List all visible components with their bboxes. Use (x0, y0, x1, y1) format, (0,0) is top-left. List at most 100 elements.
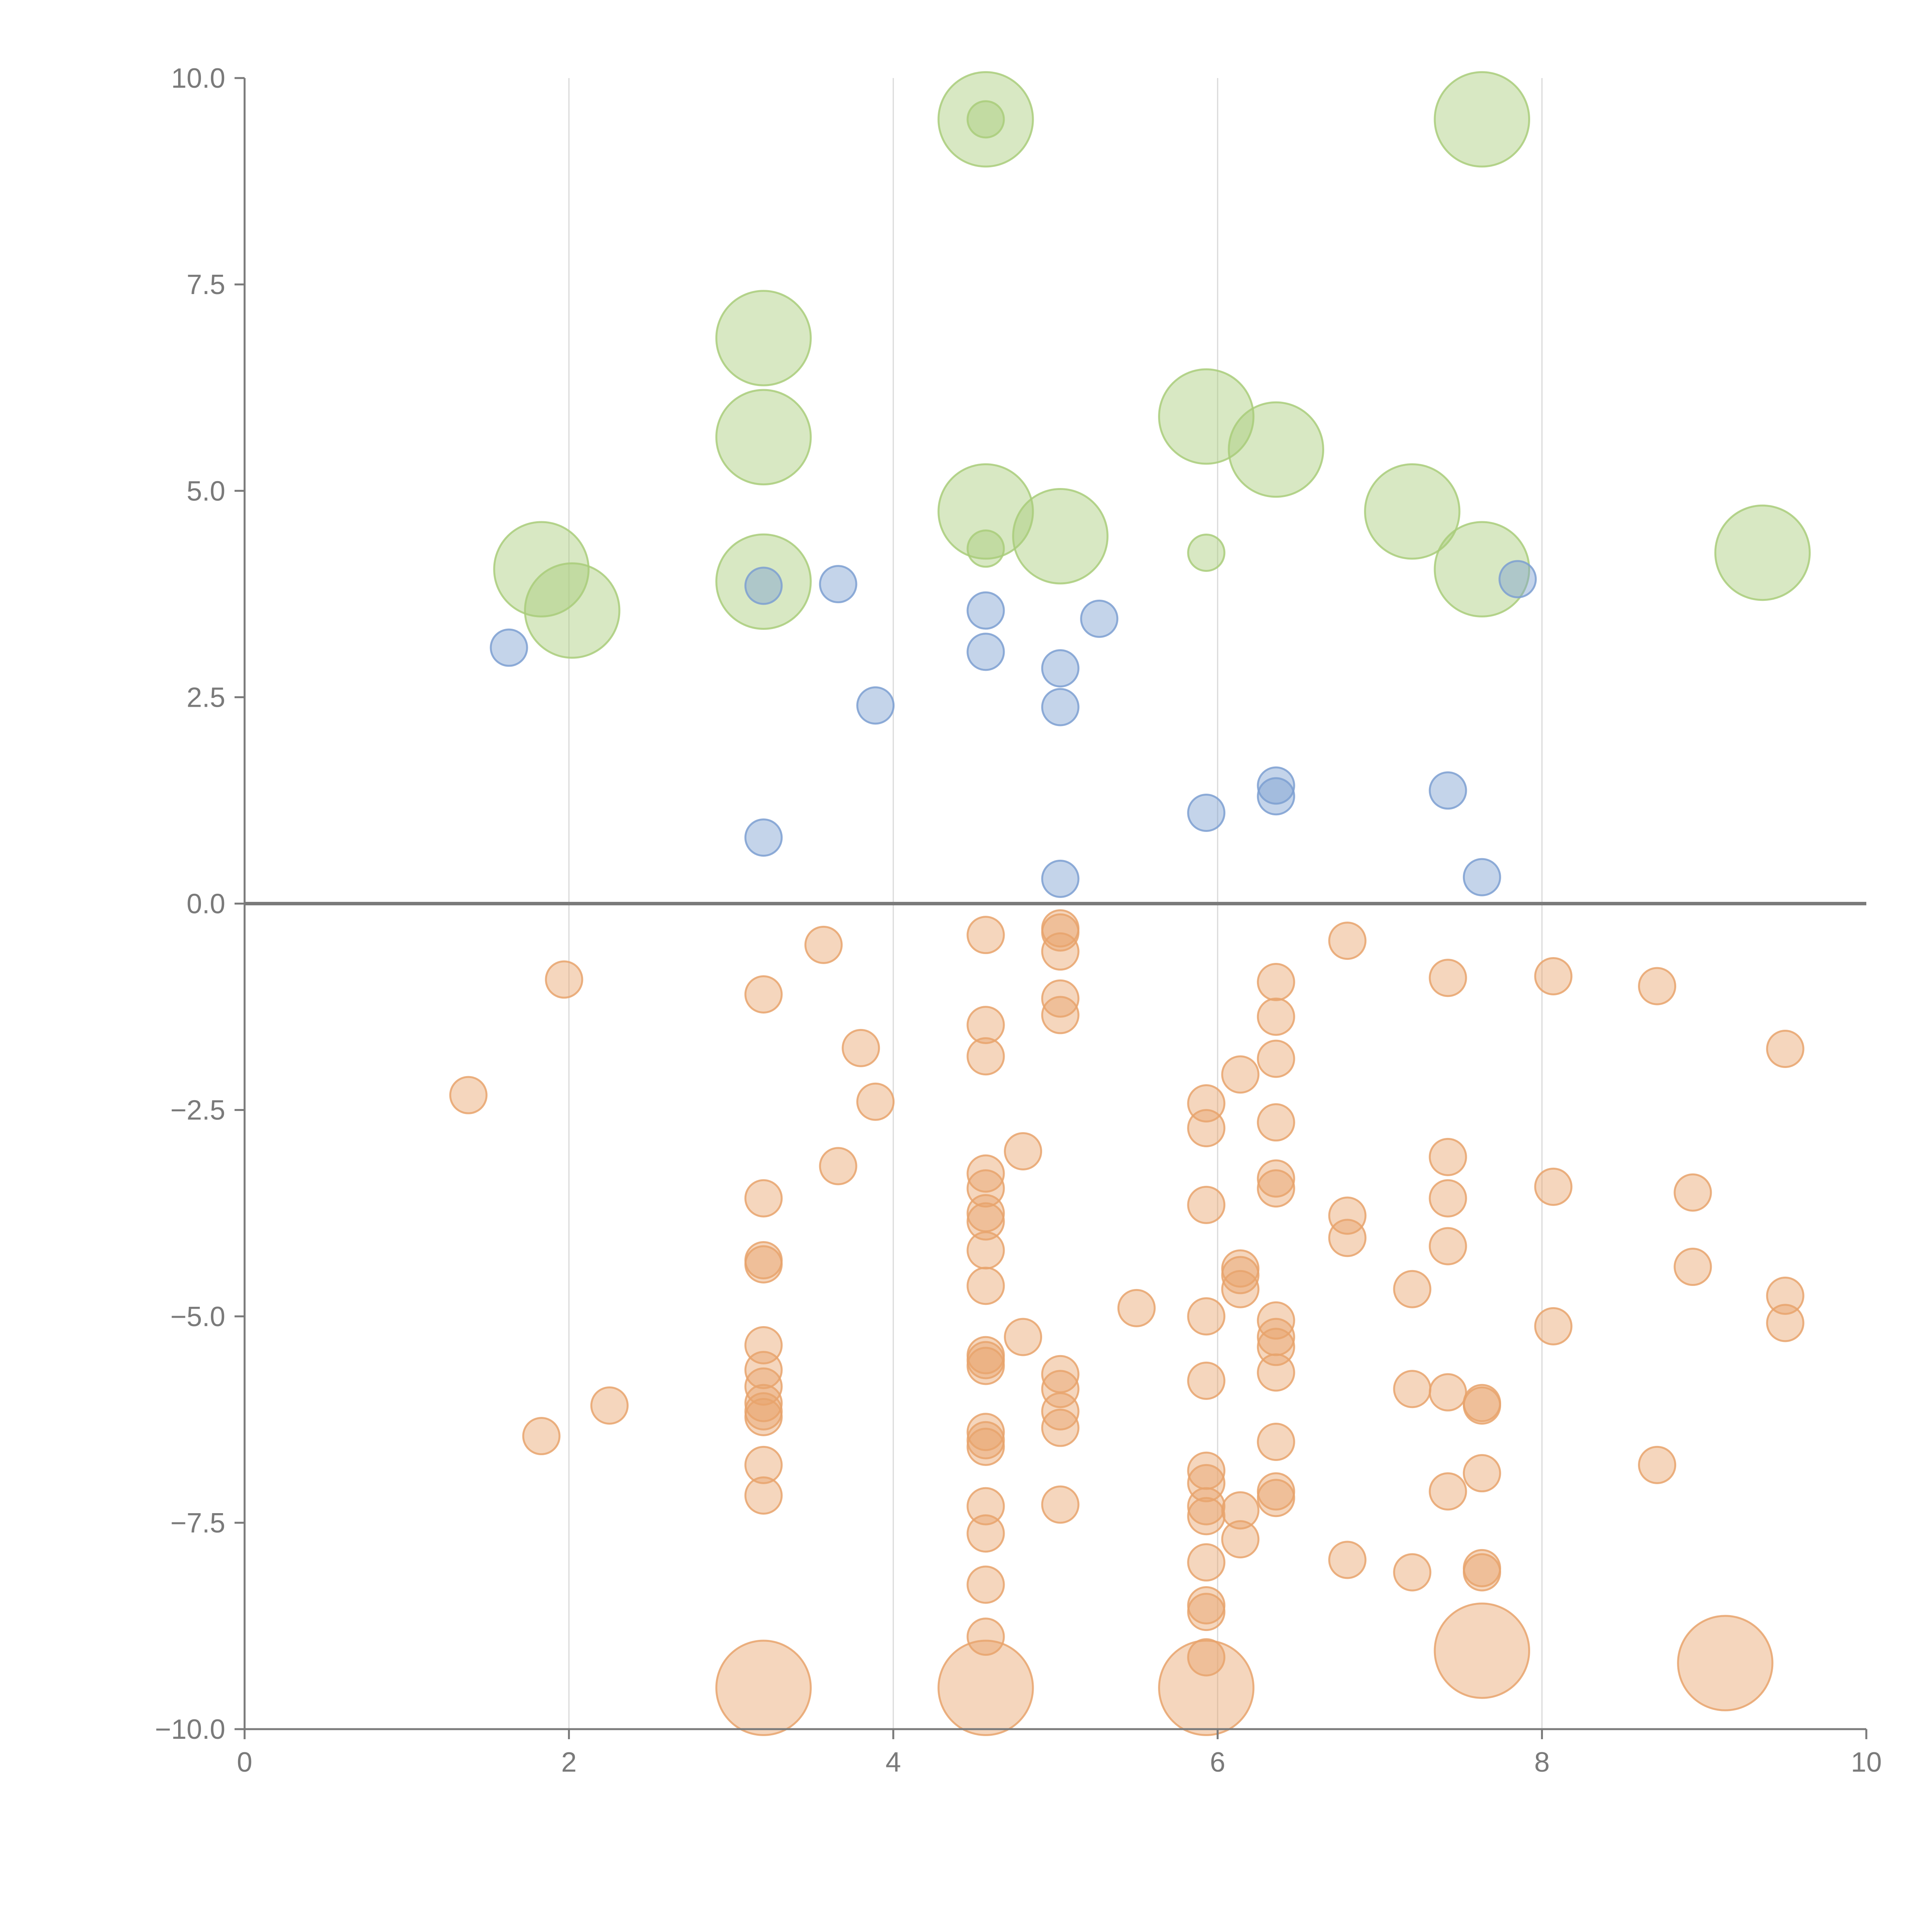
data-point (856, 686, 895, 725)
data-point (715, 1639, 812, 1736)
data-point (744, 1446, 783, 1484)
data-point (966, 100, 1005, 139)
data-point (1534, 1307, 1573, 1345)
data-point (966, 1154, 1005, 1193)
data-point (966, 1427, 1005, 1466)
series-orange (449, 909, 1804, 1736)
data-point (937, 463, 1034, 560)
data-point (1429, 1179, 1467, 1218)
data-point (1364, 463, 1461, 560)
data-point (966, 1514, 1005, 1553)
data-point (966, 1487, 1005, 1526)
data-point (966, 1565, 1005, 1604)
data-point (937, 71, 1034, 168)
y-tick-label: 5.0 (187, 476, 225, 507)
data-point (1221, 1256, 1260, 1294)
data-point (966, 1413, 1005, 1451)
data-point (744, 1476, 783, 1515)
data-point (1187, 1497, 1226, 1536)
data-point (1187, 1487, 1226, 1526)
data-point (1187, 1464, 1226, 1502)
data-point (744, 1351, 783, 1389)
data-point (1429, 1373, 1467, 1412)
x-tick-label: 2 (561, 1747, 577, 1778)
series-green (493, 71, 1811, 659)
y-tick-label: −10.0 (155, 1714, 225, 1745)
data-point (1041, 932, 1080, 971)
data-point (1012, 488, 1109, 585)
data-point (1673, 1248, 1712, 1286)
data-point (1429, 771, 1467, 810)
data-point (1429, 1472, 1467, 1511)
series-blue (490, 560, 1537, 898)
data-point (856, 1082, 895, 1121)
data-point (1257, 1422, 1295, 1461)
data-point (1257, 1301, 1295, 1340)
data-point (715, 533, 812, 630)
y-tick-label: 2.5 (187, 682, 225, 713)
data-point (1041, 996, 1080, 1034)
data-point (1638, 1446, 1677, 1484)
data-point (1041, 859, 1080, 898)
data-point (1041, 1392, 1080, 1430)
x-tick-label: 0 (237, 1747, 252, 1778)
data-point (966, 1231, 1005, 1270)
data-point (1257, 1103, 1295, 1142)
y-tick-label: −5.0 (170, 1301, 225, 1332)
data-point (1393, 1553, 1432, 1592)
data-point (744, 1398, 783, 1436)
x-tick-label: 4 (886, 1747, 901, 1778)
points-layer (449, 71, 1811, 1736)
data-point (819, 565, 857, 604)
data-point (545, 960, 583, 999)
data-point (1429, 1138, 1467, 1176)
data-point (966, 1202, 1005, 1241)
data-point (1187, 1109, 1226, 1148)
data-point (1004, 1132, 1043, 1170)
data-point (1393, 1270, 1432, 1308)
axis-layer: 0 2 4 6 8 10 −10.0 −7.5 −5.0 −2.5 0.0 2.5 5.0 7.5 10.0 (155, 63, 1882, 1778)
data-point (1766, 1030, 1804, 1068)
y-tick-label: −7.5 (170, 1508, 225, 1539)
data-point (1041, 649, 1080, 688)
data-point (1328, 1196, 1367, 1235)
data-point (937, 1639, 1034, 1736)
data-point (1117, 1289, 1156, 1327)
data-point (1463, 1454, 1501, 1493)
data-point (966, 1006, 1005, 1044)
data-point (1221, 1055, 1260, 1094)
x-tick-label: 10 (1851, 1747, 1882, 1778)
y-tick-label: 0.0 (187, 889, 225, 920)
data-point (966, 1037, 1005, 1076)
data-point (715, 389, 812, 486)
x-tick-label: 8 (1534, 1747, 1550, 1778)
data-point (1714, 504, 1811, 601)
data-point (590, 1386, 629, 1425)
data-point (1766, 1304, 1804, 1342)
data-point (744, 818, 783, 857)
data-point (1187, 793, 1226, 832)
data-point (1041, 1485, 1080, 1524)
data-point (744, 1245, 783, 1284)
data-point (1041, 688, 1080, 726)
data-point (1187, 533, 1226, 572)
data-point (493, 521, 590, 617)
data-point (1004, 1318, 1043, 1356)
data-point (1638, 967, 1677, 1005)
data-point (966, 1267, 1005, 1305)
data-point (1498, 560, 1537, 599)
data-point (1228, 401, 1324, 498)
data-point (1328, 1219, 1367, 1257)
data-point (966, 633, 1005, 671)
data-point (1158, 1639, 1255, 1736)
data-point (1463, 1553, 1501, 1592)
data-point (744, 1384, 783, 1422)
data-point (522, 1417, 561, 1456)
y-tick-label: 7.5 (187, 269, 225, 300)
data-point (804, 925, 843, 964)
data-point (715, 290, 812, 386)
data-point (1257, 1169, 1295, 1208)
data-point (1187, 1543, 1226, 1582)
data-point (1041, 1370, 1080, 1408)
